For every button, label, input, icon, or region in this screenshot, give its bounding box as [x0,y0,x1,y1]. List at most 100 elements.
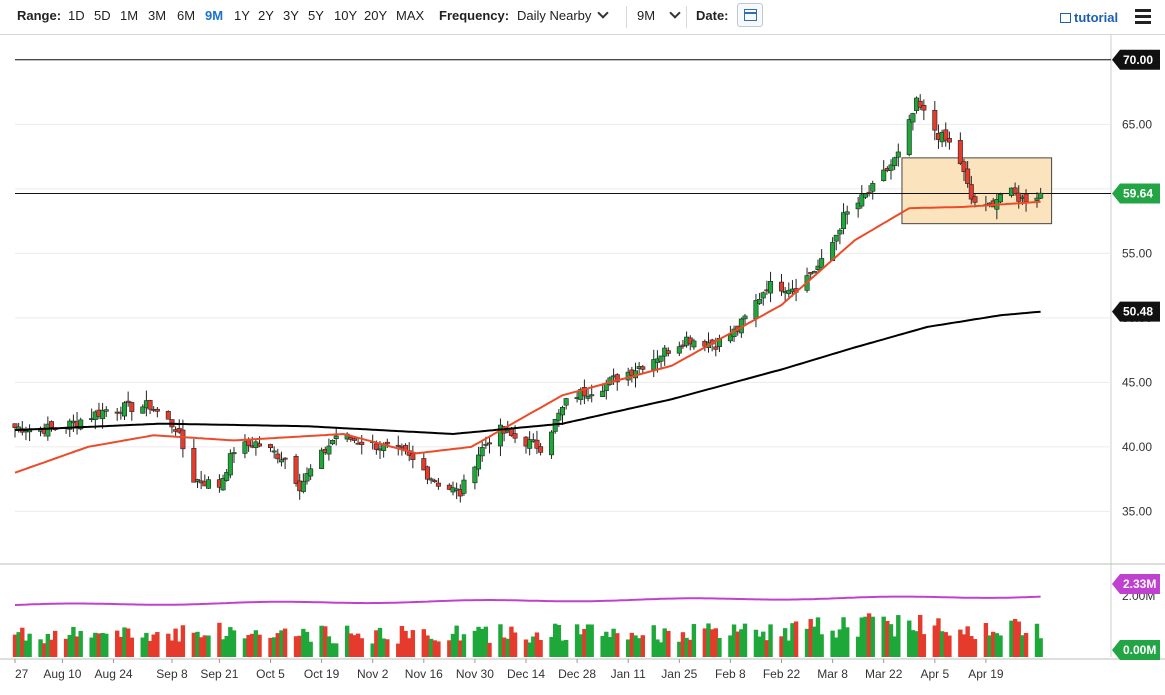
range-button-10y[interactable]: 10Y [334,8,358,23]
volume-bar [293,636,299,657]
volume-bar [220,639,226,657]
volume-zero-tag-text: 0.00M [1123,643,1156,657]
volume-bar [885,621,890,657]
last-price-tag-shape [1112,183,1160,204]
consolidation-zone [901,157,1053,225]
candle-body [48,421,54,428]
range-button-1y[interactable]: 1Y [234,8,250,23]
range-button-2y[interactable]: 2Y [258,8,274,23]
volume-bar [936,618,941,657]
volume-bar [436,641,441,657]
last-price-tag: 59.64 [1112,183,1160,204]
volume-bar [691,624,697,657]
candle-body [556,412,562,421]
volume-bar [855,636,861,657]
x-tick-label: Apr 5 [920,667,949,681]
volume-bar [191,632,197,657]
volume-bar [257,634,262,657]
frequency-value: Daily Nearby [517,8,592,23]
volume-bar [472,630,478,657]
volume-bar [845,627,850,657]
range-button-5d[interactable]: 5D [94,8,111,23]
volume-bar [458,640,463,657]
volume-bar [352,635,357,657]
candle-body [680,344,686,347]
menu-icon[interactable] [1135,9,1151,24]
volume-bar [965,626,970,657]
volume-bar [753,629,759,657]
volume-bar [742,623,748,657]
volume-bar [538,640,543,657]
volume-bar [604,631,609,657]
volume-bar [374,630,379,657]
volume-bar [907,620,912,657]
volume-bar [896,615,901,657]
volume-bar [1016,621,1021,657]
volume-bar [195,631,200,657]
volume-bar [447,640,452,657]
range-button-5y[interactable]: 5Y [308,8,324,23]
ma200-tag-text: 50.48 [1123,305,1153,319]
volume-bar [166,633,171,657]
range-button-9m[interactable]: 9M [205,8,224,23]
volume-bar [921,634,927,657]
volume-bar [633,635,638,657]
range-button-3y[interactable]: 3Y [283,8,299,23]
volume-bar [688,639,693,657]
calendar-icon [744,9,757,21]
volume-bar [323,626,328,657]
volume-bar [731,624,737,657]
candle-body [768,281,774,294]
volume-bar [487,642,492,657]
volume-bar [38,639,43,657]
tutorial-link[interactable]: tutorial [1060,10,1118,25]
candle-body [527,439,533,449]
frequency-dropdown[interactable]: Daily Nearby [517,7,610,23]
divider [626,6,627,28]
volume-bar [757,636,762,657]
period-dropdown[interactable]: 9M [637,7,681,23]
volume-bar [498,624,503,657]
range-button-1d[interactable]: 1D [68,8,85,23]
volume-zero-tag-shape [1112,640,1160,660]
range-button-max[interactable]: MAX [396,8,425,23]
volume-bar [228,627,233,657]
volume-bar [253,630,259,657]
volume-bar [27,633,32,657]
candle-body [165,411,171,420]
volume-bar [23,640,29,657]
candle-body [67,420,73,430]
volume-bar [991,631,996,657]
date-picker-button[interactable] [737,3,763,27]
volume-bar [709,629,715,657]
volume-bar [421,629,426,657]
volume-bar [169,640,175,657]
volume-bar [841,617,846,657]
volume-bar [998,635,1003,657]
volume-bar [994,633,1000,657]
candle-body [486,442,492,445]
range-button-6m[interactable]: 6M [177,8,196,23]
candle-body [1012,187,1018,194]
range-button-1m[interactable]: 1M [120,8,139,23]
volume-bar [242,638,248,657]
candle-body [333,435,339,440]
range-button-20y[interactable]: 20Y [364,8,388,23]
candle-body [549,431,555,456]
volume-bar [651,625,656,657]
volume-bar [560,640,565,657]
volume-bar [282,628,288,657]
volume-bar [531,636,536,657]
candle-body [932,109,938,131]
candle-body [665,350,671,354]
x-tick-label: Aug 10 [43,667,81,681]
volume-bar [534,632,540,657]
candle-body [917,100,923,108]
volume-bar [779,636,784,657]
candle-body [742,315,748,320]
volume-bar [666,630,671,657]
volume-bar [381,638,386,657]
candle-body [257,443,263,447]
x-tick-label: Jan 25 [661,667,697,681]
range-button-3m[interactable]: 3M [148,8,167,23]
